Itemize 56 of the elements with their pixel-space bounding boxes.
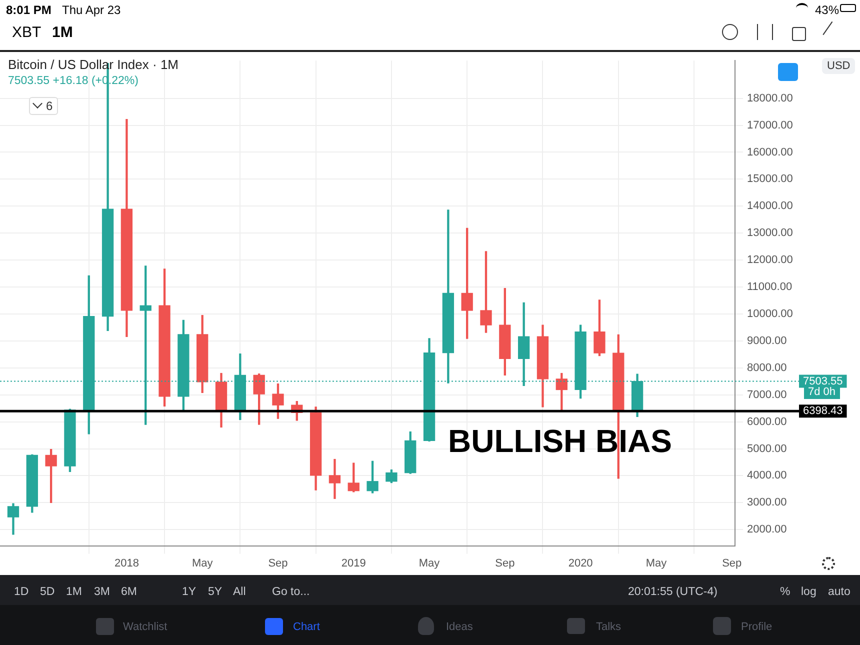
text: Watchlist bbox=[123, 620, 168, 635]
x-tick-label: 2020 bbox=[568, 557, 593, 570]
y-tick-label: 14000.00 bbox=[747, 200, 793, 212]
x-tick-label: 2019 bbox=[341, 557, 366, 570]
text: Chart bbox=[293, 620, 320, 635]
y-tick-label: 12000.00 bbox=[747, 254, 793, 266]
text: log bbox=[801, 585, 816, 600]
y-tick-label: 18000.00 bbox=[747, 92, 793, 104]
text: 1M bbox=[52, 24, 73, 41]
chart-title: Bitcoin / US Dollar Index · 1M bbox=[8, 57, 179, 72]
text: 1Y bbox=[182, 585, 196, 600]
x-tick-label: Sep bbox=[722, 557, 742, 570]
text: 5Y bbox=[208, 585, 222, 600]
x-tick-label: Sep bbox=[495, 557, 515, 570]
y-tick-label: 6000.00 bbox=[747, 416, 787, 428]
y-tick-label: 5000.00 bbox=[747, 442, 787, 455]
text: auto bbox=[828, 585, 850, 600]
y-tick-label: 17000.00 bbox=[747, 119, 793, 132]
y-tick-label: 16000.00 bbox=[747, 146, 793, 158]
text: Go to... bbox=[272, 585, 310, 600]
text: % bbox=[780, 585, 790, 600]
y-tick-label: 8000.00 bbox=[747, 362, 787, 374]
ref-line-label: 6398.43 bbox=[803, 405, 843, 418]
y-tick-label: 13000.00 bbox=[747, 227, 793, 240]
y-tick-label: 9000.00 bbox=[747, 334, 787, 347]
y-tick-label: 10000.00 bbox=[747, 308, 793, 320]
text: Ideas bbox=[446, 620, 473, 635]
text: Thu Apr 23 bbox=[62, 2, 121, 18]
y-tick-label: 11000.00 bbox=[747, 281, 792, 294]
annotation: 6 bbox=[29, 97, 58, 115]
text: 43% bbox=[815, 2, 840, 18]
text: Profile bbox=[741, 620, 772, 635]
text: 5D bbox=[40, 585, 55, 600]
text: 3M bbox=[94, 585, 110, 600]
y-tick-label: 4000.00 bbox=[747, 470, 787, 482]
y-tick-label: 7000.00 bbox=[747, 388, 787, 401]
text: 1M bbox=[66, 585, 82, 600]
text: 20:01:55 (UTC-4) bbox=[628, 585, 718, 600]
text: USD bbox=[822, 58, 856, 74]
y-tick-label: 15000.00 bbox=[747, 173, 793, 186]
y-tick-label: 3000.00 bbox=[747, 496, 787, 509]
x-tick-label: May bbox=[418, 557, 440, 570]
text: XBT bbox=[12, 24, 42, 41]
text: 7d 0h bbox=[804, 386, 840, 399]
text: All bbox=[233, 585, 246, 600]
candlestick bbox=[328, 458, 341, 499]
text: 1D bbox=[14, 585, 29, 600]
text: Talks bbox=[596, 620, 622, 635]
x-tick-label: May bbox=[646, 557, 668, 570]
ref-line-label: 7503.55 bbox=[803, 375, 843, 388]
text: 8:01 PM bbox=[6, 2, 52, 18]
x-tick-label: May bbox=[192, 557, 214, 570]
y-tick-label: 2000.00 bbox=[747, 524, 787, 536]
text: 6M bbox=[121, 585, 137, 600]
x-tick-label: 2018 bbox=[114, 557, 139, 570]
x-tick-label: Sep bbox=[268, 557, 288, 570]
